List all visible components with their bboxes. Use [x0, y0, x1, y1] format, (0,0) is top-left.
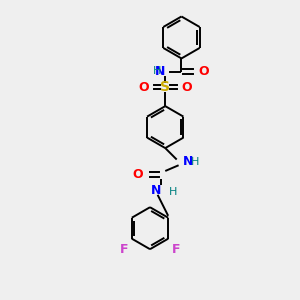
Text: O: O	[182, 81, 192, 94]
Text: O: O	[133, 168, 143, 181]
Text: H: H	[169, 187, 177, 197]
Text: O: O	[138, 81, 149, 94]
Text: F: F	[119, 242, 128, 256]
Text: F: F	[172, 242, 181, 256]
Text: O: O	[199, 65, 209, 78]
Text: H: H	[191, 158, 200, 167]
Text: N: N	[182, 155, 193, 168]
Text: N: N	[151, 184, 161, 196]
Text: S: S	[160, 80, 170, 94]
Text: N: N	[155, 65, 165, 78]
Text: H: H	[152, 66, 161, 76]
